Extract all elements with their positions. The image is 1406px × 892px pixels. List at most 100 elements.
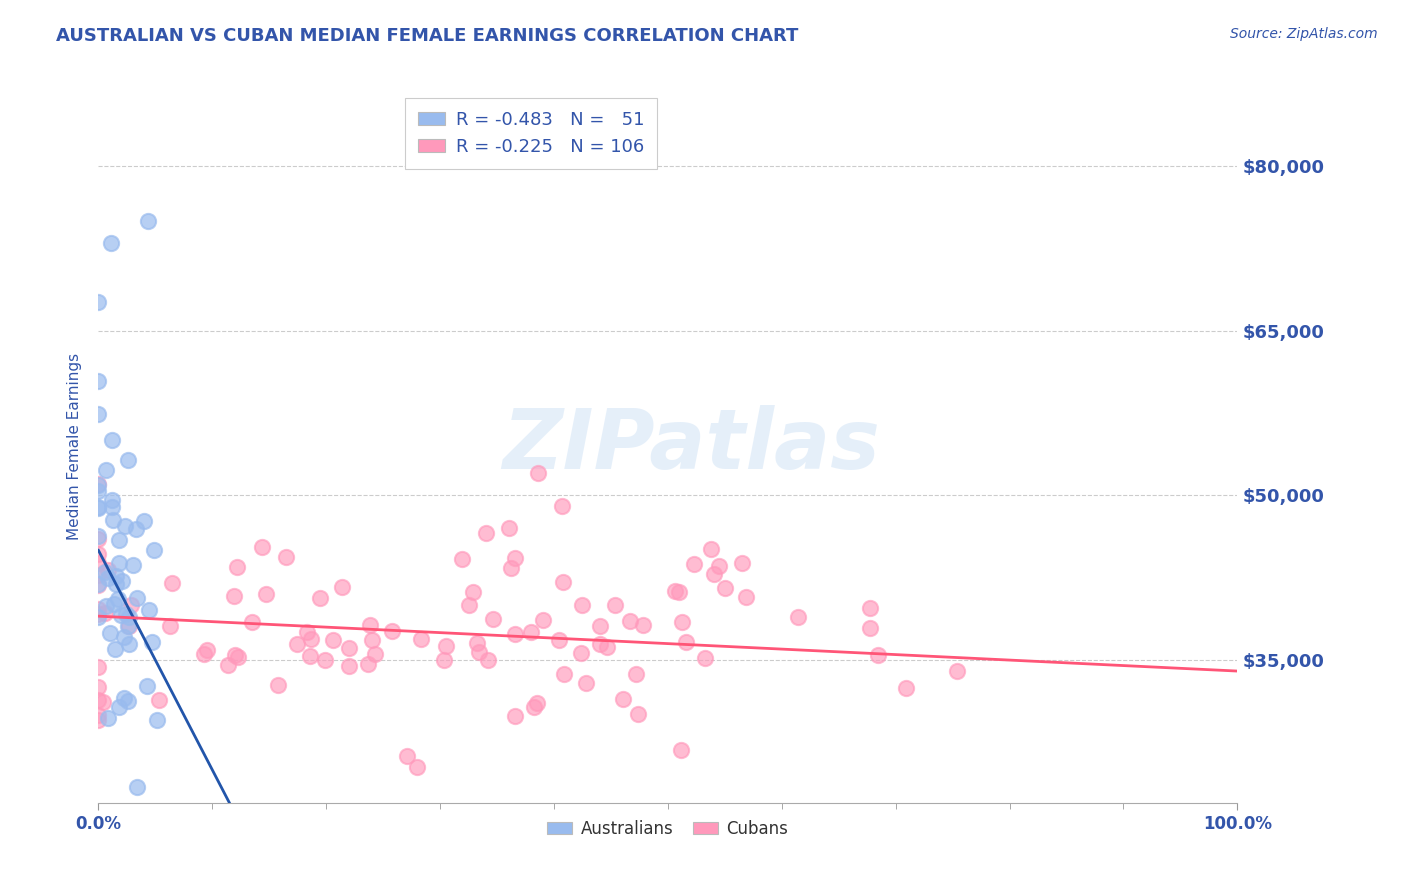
Point — [87, 529, 110, 543]
Point — [406, 760, 429, 774]
Point — [451, 551, 474, 566]
Point — [859, 601, 882, 615]
Point — [322, 633, 344, 648]
Point — [714, 581, 737, 595]
Point — [505, 708, 527, 723]
Point — [339, 659, 361, 673]
Point — [520, 624, 543, 639]
Point — [87, 610, 110, 624]
Point — [314, 653, 336, 667]
Point — [299, 632, 322, 647]
Point — [548, 632, 571, 647]
Point — [498, 521, 520, 535]
Point — [357, 657, 380, 671]
Point — [337, 641, 360, 656]
Point — [94, 566, 117, 580]
Point — [110, 608, 132, 623]
Point — [87, 477, 110, 491]
Point — [226, 650, 249, 665]
Point — [87, 407, 110, 421]
Point — [309, 591, 332, 606]
Point — [396, 748, 419, 763]
Point — [87, 478, 110, 492]
Point — [612, 691, 634, 706]
Point — [503, 550, 526, 565]
Point — [731, 556, 754, 570]
Point — [364, 647, 387, 661]
Point — [551, 500, 574, 514]
Point — [575, 676, 598, 690]
Point — [101, 500, 124, 514]
Point — [693, 651, 716, 665]
Point — [87, 713, 110, 727]
Point — [148, 693, 170, 707]
Point — [671, 615, 693, 630]
Text: ZIPatlas: ZIPatlas — [502, 406, 880, 486]
Point — [225, 559, 247, 574]
Point — [117, 610, 139, 624]
Point — [117, 693, 139, 707]
Y-axis label: Median Female Earnings: Median Female Earnings — [67, 352, 83, 540]
Point — [87, 607, 110, 621]
Point — [707, 558, 730, 573]
Point — [146, 713, 169, 727]
Point — [224, 648, 246, 662]
Point — [859, 621, 882, 635]
Point — [380, 624, 402, 639]
Point — [87, 577, 110, 591]
Point — [526, 696, 548, 710]
Point — [120, 599, 142, 613]
Point — [94, 599, 117, 613]
Point — [569, 646, 592, 660]
Text: AUSTRALIAN VS CUBAN MEDIAN FEMALE EARNINGS CORRELATION CHART: AUSTRALIAN VS CUBAN MEDIAN FEMALE EARNIN… — [56, 27, 799, 45]
Point — [527, 467, 550, 481]
Point — [104, 641, 127, 656]
Point — [87, 680, 110, 694]
Point — [193, 648, 215, 662]
Point — [664, 583, 686, 598]
Point — [295, 624, 318, 639]
Point — [108, 700, 131, 714]
Point — [97, 563, 120, 577]
Point — [409, 632, 432, 646]
Point — [274, 549, 297, 564]
Point — [433, 653, 456, 667]
Point — [330, 580, 353, 594]
Point — [87, 547, 110, 561]
Point — [254, 587, 277, 601]
Point — [115, 607, 138, 621]
Point — [589, 637, 612, 651]
Point — [136, 214, 159, 228]
Point — [104, 576, 127, 591]
Point — [114, 519, 136, 533]
Point — [195, 643, 218, 657]
Point — [97, 570, 120, 584]
Point — [87, 693, 110, 707]
Point — [267, 678, 290, 692]
Point — [87, 483, 110, 498]
Point — [87, 374, 110, 388]
Point — [87, 660, 110, 674]
Point — [100, 235, 122, 250]
Point — [523, 699, 546, 714]
Point — [87, 500, 110, 514]
Point — [101, 493, 124, 508]
Point — [298, 649, 321, 664]
Point — [94, 607, 117, 621]
Point — [136, 680, 159, 694]
Point — [87, 567, 110, 582]
Point — [360, 632, 382, 647]
Point — [475, 525, 498, 540]
Point — [458, 599, 481, 613]
Point — [138, 602, 160, 616]
Point — [668, 585, 690, 599]
Point — [101, 434, 124, 448]
Point — [503, 627, 526, 641]
Point — [675, 635, 697, 649]
Point — [98, 626, 121, 640]
Point — [619, 614, 641, 628]
Text: Source: ZipAtlas.com: Source: ZipAtlas.com — [1230, 27, 1378, 41]
Point — [551, 574, 574, 589]
Point — [669, 743, 692, 757]
Point — [571, 599, 593, 613]
